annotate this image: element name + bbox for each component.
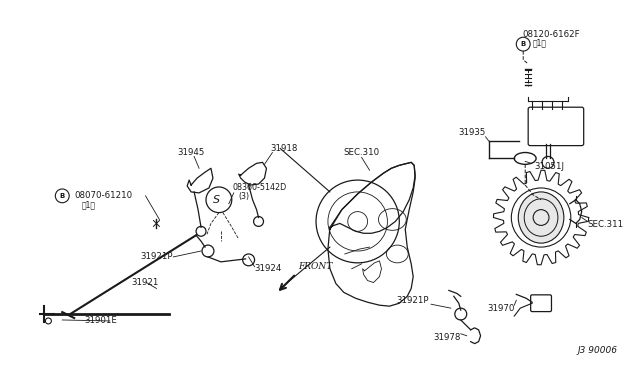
Text: 31935: 31935 — [458, 128, 486, 137]
Text: 〈1〉: 〈1〉 — [82, 200, 96, 209]
Text: B: B — [60, 193, 65, 199]
FancyBboxPatch shape — [531, 295, 552, 312]
Text: 08070-61210: 08070-61210 — [74, 191, 132, 201]
Text: 31901E: 31901E — [84, 317, 117, 326]
Ellipse shape — [518, 192, 564, 243]
Circle shape — [55, 189, 69, 203]
Text: 31978: 31978 — [433, 333, 461, 342]
Text: 31970: 31970 — [487, 304, 515, 312]
Text: 31918: 31918 — [271, 144, 298, 153]
Text: J3 90006: J3 90006 — [577, 346, 618, 355]
Text: 31924: 31924 — [255, 264, 282, 273]
Text: 31921: 31921 — [132, 278, 159, 287]
Text: 08120-6162F: 08120-6162F — [522, 30, 580, 39]
Text: 31921P: 31921P — [141, 253, 173, 262]
Text: S: S — [213, 195, 220, 205]
Text: 31945: 31945 — [177, 148, 205, 157]
Text: 31921P: 31921P — [397, 296, 429, 305]
Text: 08360-5142D: 08360-5142D — [233, 183, 287, 192]
Text: SEC.310: SEC.310 — [344, 148, 380, 157]
FancyBboxPatch shape — [528, 107, 584, 145]
Text: (3): (3) — [239, 192, 250, 201]
Text: SEC.311: SEC.311 — [588, 220, 624, 229]
Text: B: B — [520, 41, 526, 47]
Text: 〈1〉: 〈1〉 — [532, 39, 546, 48]
Circle shape — [516, 37, 530, 51]
Text: FRONT: FRONT — [298, 262, 332, 271]
Text: 31051J: 31051J — [534, 162, 564, 171]
